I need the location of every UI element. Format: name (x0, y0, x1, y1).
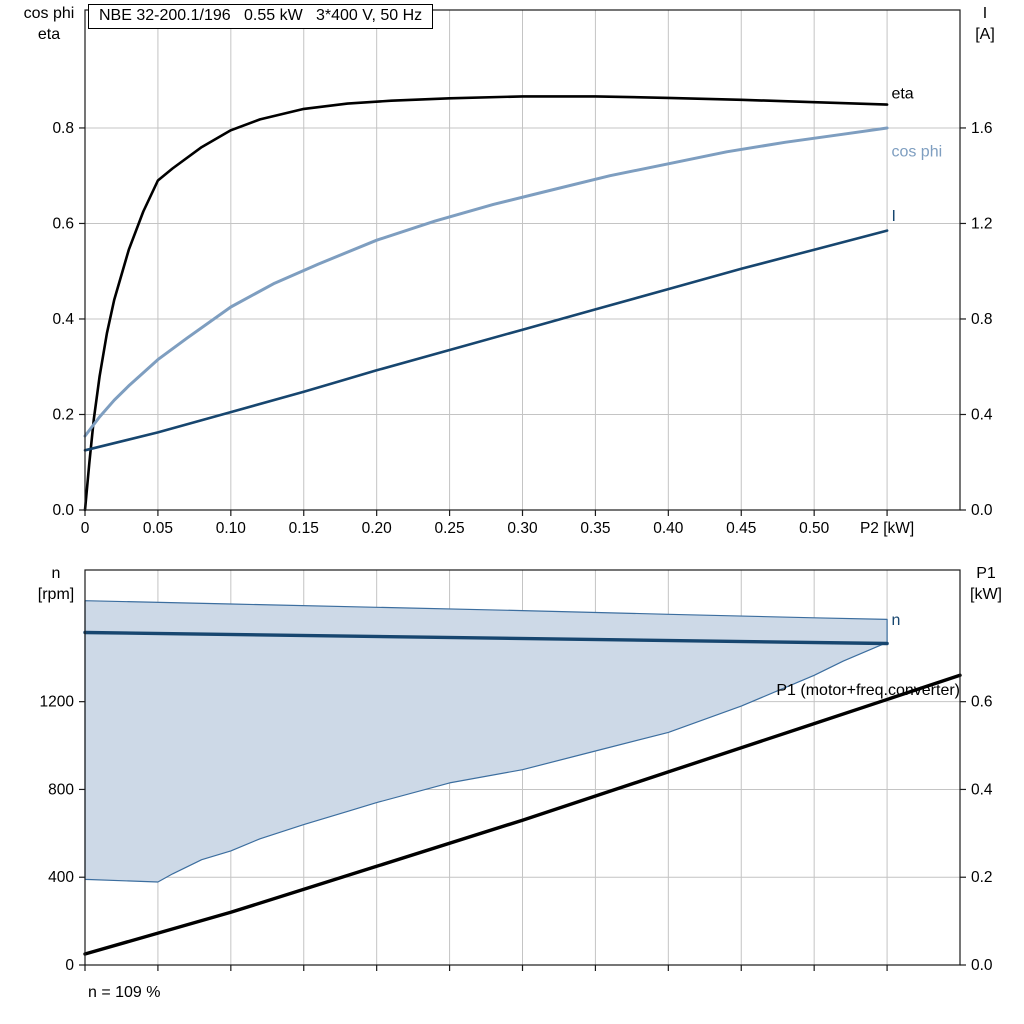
svg-text:I: I (891, 208, 895, 225)
top-right-axis-label: I [A] (960, 3, 1010, 45)
svg-text:400: 400 (48, 869, 74, 886)
axis-label-cos-phi: cos phi (23, 5, 75, 22)
svg-text:0.0: 0.0 (971, 502, 993, 519)
svg-text:0.50: 0.50 (799, 520, 830, 537)
svg-text:0.0: 0.0 (971, 957, 993, 974)
axis-label-p1: P1 (976, 565, 996, 582)
axis-label-p1-unit: [kW] (970, 586, 1002, 603)
svg-text:0.4: 0.4 (52, 311, 74, 328)
speed-percent-note: n = 109 % (88, 984, 161, 1001)
axis-label-eta: eta (37, 26, 61, 43)
axis-label-speed-unit: [rpm] (37, 586, 75, 603)
top-chart: 0 0.05 0.10 0.15 0.20 0.25 0.30 0.35 0.40 0.45 0.5… (52, 9, 993, 537)
svg-text:0.40: 0.40 (653, 520, 684, 537)
svg-text:0.10: 0.10 (216, 520, 247, 537)
bottom-chart: 0 400 800 1200 0.0 0.2 0.4 0.6 n P1 (motor+freq.c… (40, 569, 993, 974)
svg-text:0.15: 0.15 (289, 520, 319, 537)
svg-text:0.8: 0.8 (971, 311, 993, 328)
svg-text:0.4: 0.4 (971, 406, 993, 423)
svg-text:n: n (891, 612, 900, 629)
svg-text:800: 800 (48, 781, 74, 798)
svg-text:0.30: 0.30 (507, 520, 538, 537)
svg-text:0.6: 0.6 (52, 215, 74, 232)
svg-text:eta: eta (891, 85, 913, 102)
axis-label-current: I (982, 5, 988, 22)
svg-text:0.8: 0.8 (52, 120, 74, 137)
svg-text:0.45: 0.45 (726, 520, 756, 537)
axis-label-current-unit: [A] (975, 26, 995, 43)
svg-text:0.25: 0.25 (434, 520, 464, 537)
top-left-axis-label: cos phi eta (16, 3, 82, 45)
svg-text:0.2: 0.2 (971, 869, 993, 886)
svg-text:1.6: 1.6 (971, 120, 993, 137)
svg-text:0.35: 0.35 (580, 520, 610, 537)
svg-text:0: 0 (65, 957, 74, 974)
svg-text:0.4: 0.4 (971, 781, 993, 798)
svg-text:P2 [kW]: P2 [kW] (860, 520, 914, 537)
svg-text:cos phi: cos phi (891, 144, 942, 161)
svg-text:0.6: 0.6 (971, 694, 993, 711)
svg-text:0.0: 0.0 (52, 502, 74, 519)
svg-text:0.20: 0.20 (362, 520, 393, 537)
axis-label-speed: n (51, 565, 61, 582)
bottom-left-axis-label: n [rpm] (30, 563, 82, 605)
chart-title: NBE 32-200.1/196 0.55 kW 3*400 V, 50 Hz (88, 4, 434, 29)
svg-text:1.2: 1.2 (971, 215, 993, 232)
svg-text:0: 0 (81, 520, 90, 537)
svg-text:P1 (motor+freq.converter): P1 (motor+freq.converter) (776, 682, 960, 699)
svg-text:1200: 1200 (40, 694, 75, 711)
svg-text:0.05: 0.05 (143, 520, 173, 537)
svg-text:0.2: 0.2 (52, 406, 74, 423)
bottom-right-axis-label: P1 [kW] (960, 563, 1012, 605)
